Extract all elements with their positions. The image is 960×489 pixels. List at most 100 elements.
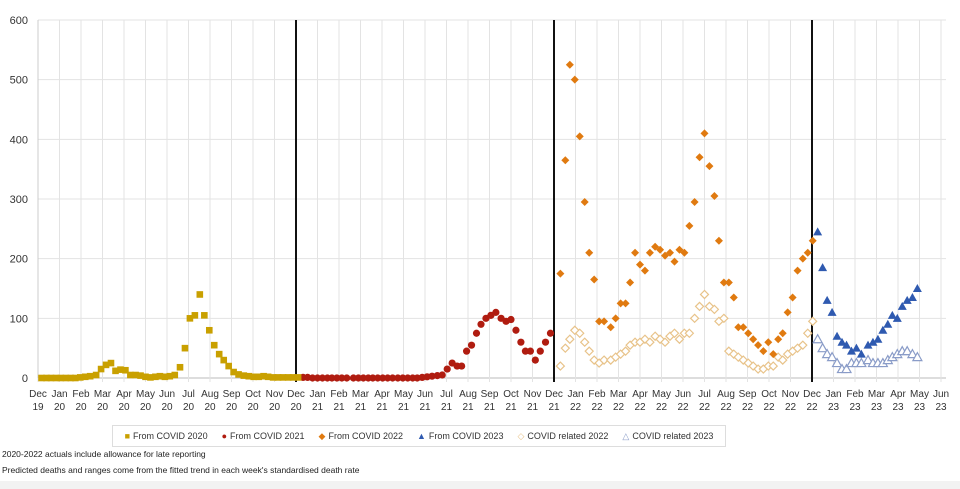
point-from-covid-2022 <box>700 129 709 138</box>
point-from-covid-2022 <box>585 248 594 257</box>
point-from-covid-2021 <box>313 374 322 382</box>
point-from-covid-2020 <box>186 315 194 322</box>
circle-marker-icon: ● <box>221 431 228 441</box>
y-tick-label: 200 <box>10 254 28 266</box>
point-from-covid-2021 <box>512 326 520 334</box>
point-from-covid-2020 <box>279 374 287 381</box>
x-tick-label: Mar 23 <box>868 389 886 413</box>
x-tick-label: Dec 20 <box>287 389 305 413</box>
point-from-covid-2020 <box>181 344 189 352</box>
x-tick-label: Mar 20 <box>94 389 112 413</box>
point-from-covid-2023 <box>846 346 856 355</box>
point-from-covid-2020 <box>52 374 60 382</box>
point-covid-related-2022 <box>555 361 566 371</box>
triangle-open-marker-icon: △ <box>622 430 630 441</box>
point-from-covid-2021 <box>399 374 407 382</box>
point-covid-related-2023 <box>906 348 918 359</box>
point-covid-related-2023 <box>901 345 913 356</box>
x-tick-label: Jul 22 <box>698 389 711 413</box>
point-from-covid-2023 <box>851 343 861 352</box>
point-from-covid-2020 <box>161 373 169 381</box>
legend-label: From COVID 2020 <box>133 431 208 441</box>
x-tick-label: Feb 22 <box>588 389 606 413</box>
point-from-covid-2022 <box>626 278 635 287</box>
point-from-covid-2020 <box>260 372 267 380</box>
legend-item: ◇ COVID related 2022 <box>517 431 608 442</box>
point-covid-related-2022 <box>709 304 720 315</box>
point-from-covid-2020 <box>86 372 94 380</box>
point-from-covid-2020 <box>132 371 139 379</box>
point-from-covid-2020 <box>76 374 84 381</box>
y-tick-label: 0 <box>22 373 28 385</box>
x-tick-label: Apr 22 <box>632 389 648 413</box>
point-covid-related-2023 <box>911 351 923 362</box>
point-from-covid-2021 <box>467 341 476 349</box>
point-from-covid-2022 <box>611 314 620 323</box>
x-tick-label: Oct 22 <box>761 389 777 413</box>
point-covid-related-2022 <box>694 301 705 312</box>
point-covid-related-2023 <box>831 357 843 368</box>
y-tick-label: 300 <box>10 194 28 206</box>
point-covid-related-2023 <box>821 348 833 359</box>
point-from-covid-2022 <box>739 323 748 332</box>
point-from-covid-2021 <box>343 374 351 382</box>
point-from-covid-2020 <box>215 350 223 358</box>
legend-label: From COVID 2023 <box>428 431 504 441</box>
point-from-covid-2021 <box>492 308 500 316</box>
point-from-covid-2021 <box>526 347 534 355</box>
x-tick-label: Oct 21 <box>503 389 519 413</box>
point-from-covid-2022 <box>690 197 699 206</box>
x-tick-label: Apr 21 <box>374 389 390 413</box>
point-covid-related-2022 <box>574 328 585 339</box>
x-tick-label: Mar 22 <box>610 389 628 413</box>
point-covid-related-2022 <box>584 346 595 356</box>
point-from-covid-2023 <box>837 337 847 346</box>
x-tick-label: Mar 21 <box>352 389 370 413</box>
point-from-covid-2020 <box>269 374 277 381</box>
point-from-covid-2020 <box>176 363 184 371</box>
point-from-covid-2022 <box>793 266 802 275</box>
point-from-covid-2023 <box>842 340 852 349</box>
point-covid-related-2022 <box>699 289 710 300</box>
point-from-covid-2022 <box>749 335 758 344</box>
point-covid-related-2022 <box>564 334 575 345</box>
legend-item: ■ From COVID 2020 <box>125 431 208 441</box>
point-from-covid-2022 <box>803 248 812 257</box>
point-from-covid-2021 <box>333 374 341 382</box>
legend-label: COVID related 2023 <box>632 430 714 441</box>
x-tick-label: Aug 21 <box>459 389 477 413</box>
point-from-covid-2022 <box>645 248 654 257</box>
point-covid-related-2022 <box>797 340 808 351</box>
point-from-covid-2022 <box>754 341 763 350</box>
point-from-covid-2020 <box>47 374 55 382</box>
point-covid-related-2022 <box>560 343 571 354</box>
point-from-covid-2020 <box>284 374 292 381</box>
point-from-covid-2022 <box>575 132 584 141</box>
point-covid-related-2022 <box>689 313 700 324</box>
x-tick-label: Dec 19 <box>29 389 47 413</box>
point-from-covid-2020 <box>72 374 79 382</box>
point-from-covid-2023 <box>887 310 897 319</box>
point-from-covid-2022 <box>600 317 609 326</box>
point-from-covid-2021 <box>517 338 525 346</box>
point-from-covid-2023 <box>902 295 912 304</box>
y-tick-label: 100 <box>10 313 28 325</box>
point-from-covid-2020 <box>171 371 179 379</box>
point-covid-related-2023 <box>817 342 829 353</box>
point-from-covid-2020 <box>112 367 119 375</box>
x-tick-label: Nov 21 <box>524 389 542 413</box>
point-from-covid-2021 <box>462 347 471 355</box>
point-from-covid-2023 <box>883 319 893 328</box>
point-from-covid-2022 <box>759 347 768 356</box>
point-from-covid-2022 <box>565 60 574 69</box>
x-tick-label: Sep 20 <box>223 389 241 413</box>
point-from-covid-2022 <box>561 156 570 165</box>
bottom-bar <box>0 481 960 489</box>
point-covid-related-2022 <box>674 334 685 345</box>
y-tick-label: 500 <box>10 75 28 87</box>
point-covid-related-2022 <box>660 337 670 348</box>
point-covid-related-2022 <box>684 328 695 339</box>
point-from-covid-2020 <box>191 312 199 319</box>
x-tick-label: Aug 20 <box>201 389 219 413</box>
point-from-covid-2020 <box>67 374 75 382</box>
